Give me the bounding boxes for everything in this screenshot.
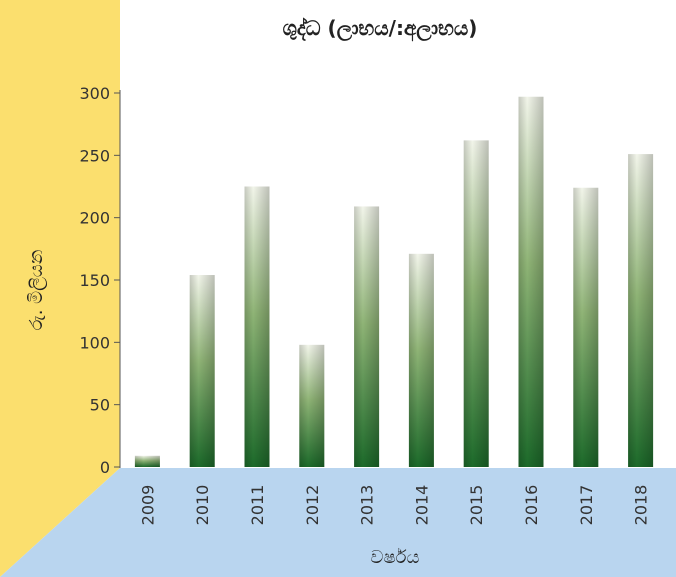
x-tick-label: 2009 (138, 485, 157, 526)
y-axis-title: රු. මිලියන (26, 250, 47, 331)
y-tick-label: 200 (79, 209, 110, 228)
y-tick-label: 50 (90, 396, 110, 415)
bar-shading (628, 154, 654, 467)
x-tick-label: 2012 (303, 485, 322, 526)
y-axis-ticks: 0 50 100 150 200 250 300 (79, 84, 120, 477)
bar-shading (134, 455, 160, 467)
x-tick-label: 2018 (632, 485, 651, 526)
y-tick-label: 150 (79, 271, 110, 290)
bar-shading (244, 186, 270, 467)
chart-floor (0, 468, 676, 577)
bar-shading (408, 253, 434, 467)
bar-shading (299, 344, 325, 467)
x-axis-labels: 2009 2010 2011 2012 2013 2014 2015 2016 2017 2018 (138, 485, 650, 526)
bar-2012 (299, 344, 325, 467)
x-tick-label: 2013 (358, 485, 377, 526)
x-axis-title: වර්ෂය (371, 547, 420, 568)
bar-shading (573, 187, 599, 467)
bar-2015 (463, 140, 489, 467)
bar-2016 (518, 96, 544, 468)
x-tick-label: 2010 (193, 485, 212, 526)
bar-2013 (354, 206, 380, 468)
x-tick-label: 2014 (412, 485, 431, 526)
bar-shading (354, 206, 380, 468)
bar-2014 (408, 253, 434, 467)
bar-shading (189, 275, 215, 467)
x-tick-label: 2017 (577, 485, 596, 526)
bar-shading (463, 140, 489, 467)
bar-2010 (189, 275, 215, 467)
bar-2009 (134, 455, 160, 467)
y-tick-label: 100 (79, 333, 110, 352)
bar-shading (518, 96, 544, 468)
chart-left-wall (0, 0, 120, 577)
x-tick-label: 2015 (467, 485, 486, 526)
y-tick-label: 300 (79, 84, 110, 103)
bar-2011 (244, 186, 270, 467)
chart-title: ශුද්ධ (ලාභය/:අලාභය) (283, 16, 478, 42)
bars-group (134, 96, 654, 468)
y-tick-label: 0 (100, 458, 110, 477)
bar-2017 (573, 187, 599, 467)
bar-2018 (628, 154, 654, 467)
x-tick-label: 2011 (248, 485, 267, 526)
x-tick-label: 2016 (522, 485, 541, 526)
y-tick-label: 250 (79, 146, 110, 165)
